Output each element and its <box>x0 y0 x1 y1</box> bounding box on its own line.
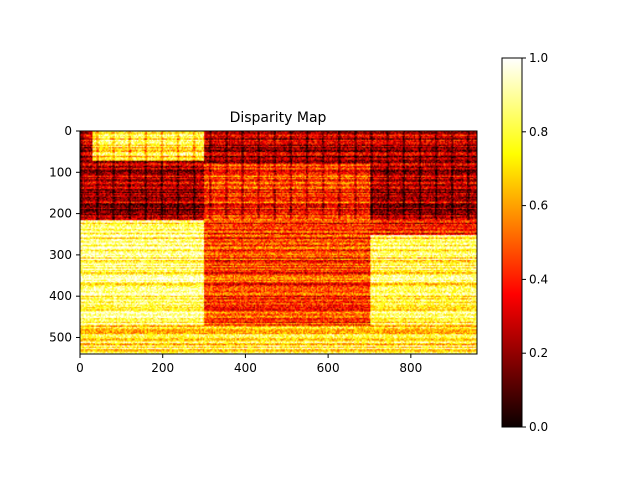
colorbar-tick-label: 0.0 <box>529 420 548 434</box>
colorbar-gradient <box>501 57 523 428</box>
y-tick-label: 0 <box>64 124 72 138</box>
heatmap-image <box>80 131 477 354</box>
heatmap <box>79 130 478 355</box>
y-tick-label: 200 <box>49 207 72 221</box>
y-tick-label: 300 <box>49 248 72 262</box>
x-tick-label: 0 <box>76 361 84 375</box>
x-tick-label: 800 <box>399 361 422 375</box>
x-tick-label: 400 <box>234 361 257 375</box>
y-tick-label: 400 <box>49 289 72 303</box>
y-axis: 0 100 200 300 400 500 <box>49 124 80 344</box>
x-tick-label: 600 <box>317 361 340 375</box>
colorbar-tick-label: 0.8 <box>529 125 548 139</box>
y-tick-label: 500 <box>49 330 72 344</box>
colorbar-tick-label: 1.0 <box>529 51 548 65</box>
colorbar: 0.0 0.2 0.4 0.6 0.8 1.0 <box>501 51 548 434</box>
colorbar-tick-label: 0.4 <box>529 272 548 286</box>
x-tick-label: 200 <box>151 361 174 375</box>
colorbar-tick-label: 0.6 <box>529 199 548 213</box>
y-tick-label: 100 <box>49 165 72 179</box>
colorbar-ticks: 0.0 0.2 0.4 0.6 0.8 1.0 <box>522 51 548 434</box>
x-axis: 0 200 400 600 800 <box>76 354 422 375</box>
heatmap-frame <box>79 130 478 355</box>
colorbar-tick-label: 0.2 <box>529 346 548 360</box>
chart-title: Disparity Map <box>230 110 327 126</box>
